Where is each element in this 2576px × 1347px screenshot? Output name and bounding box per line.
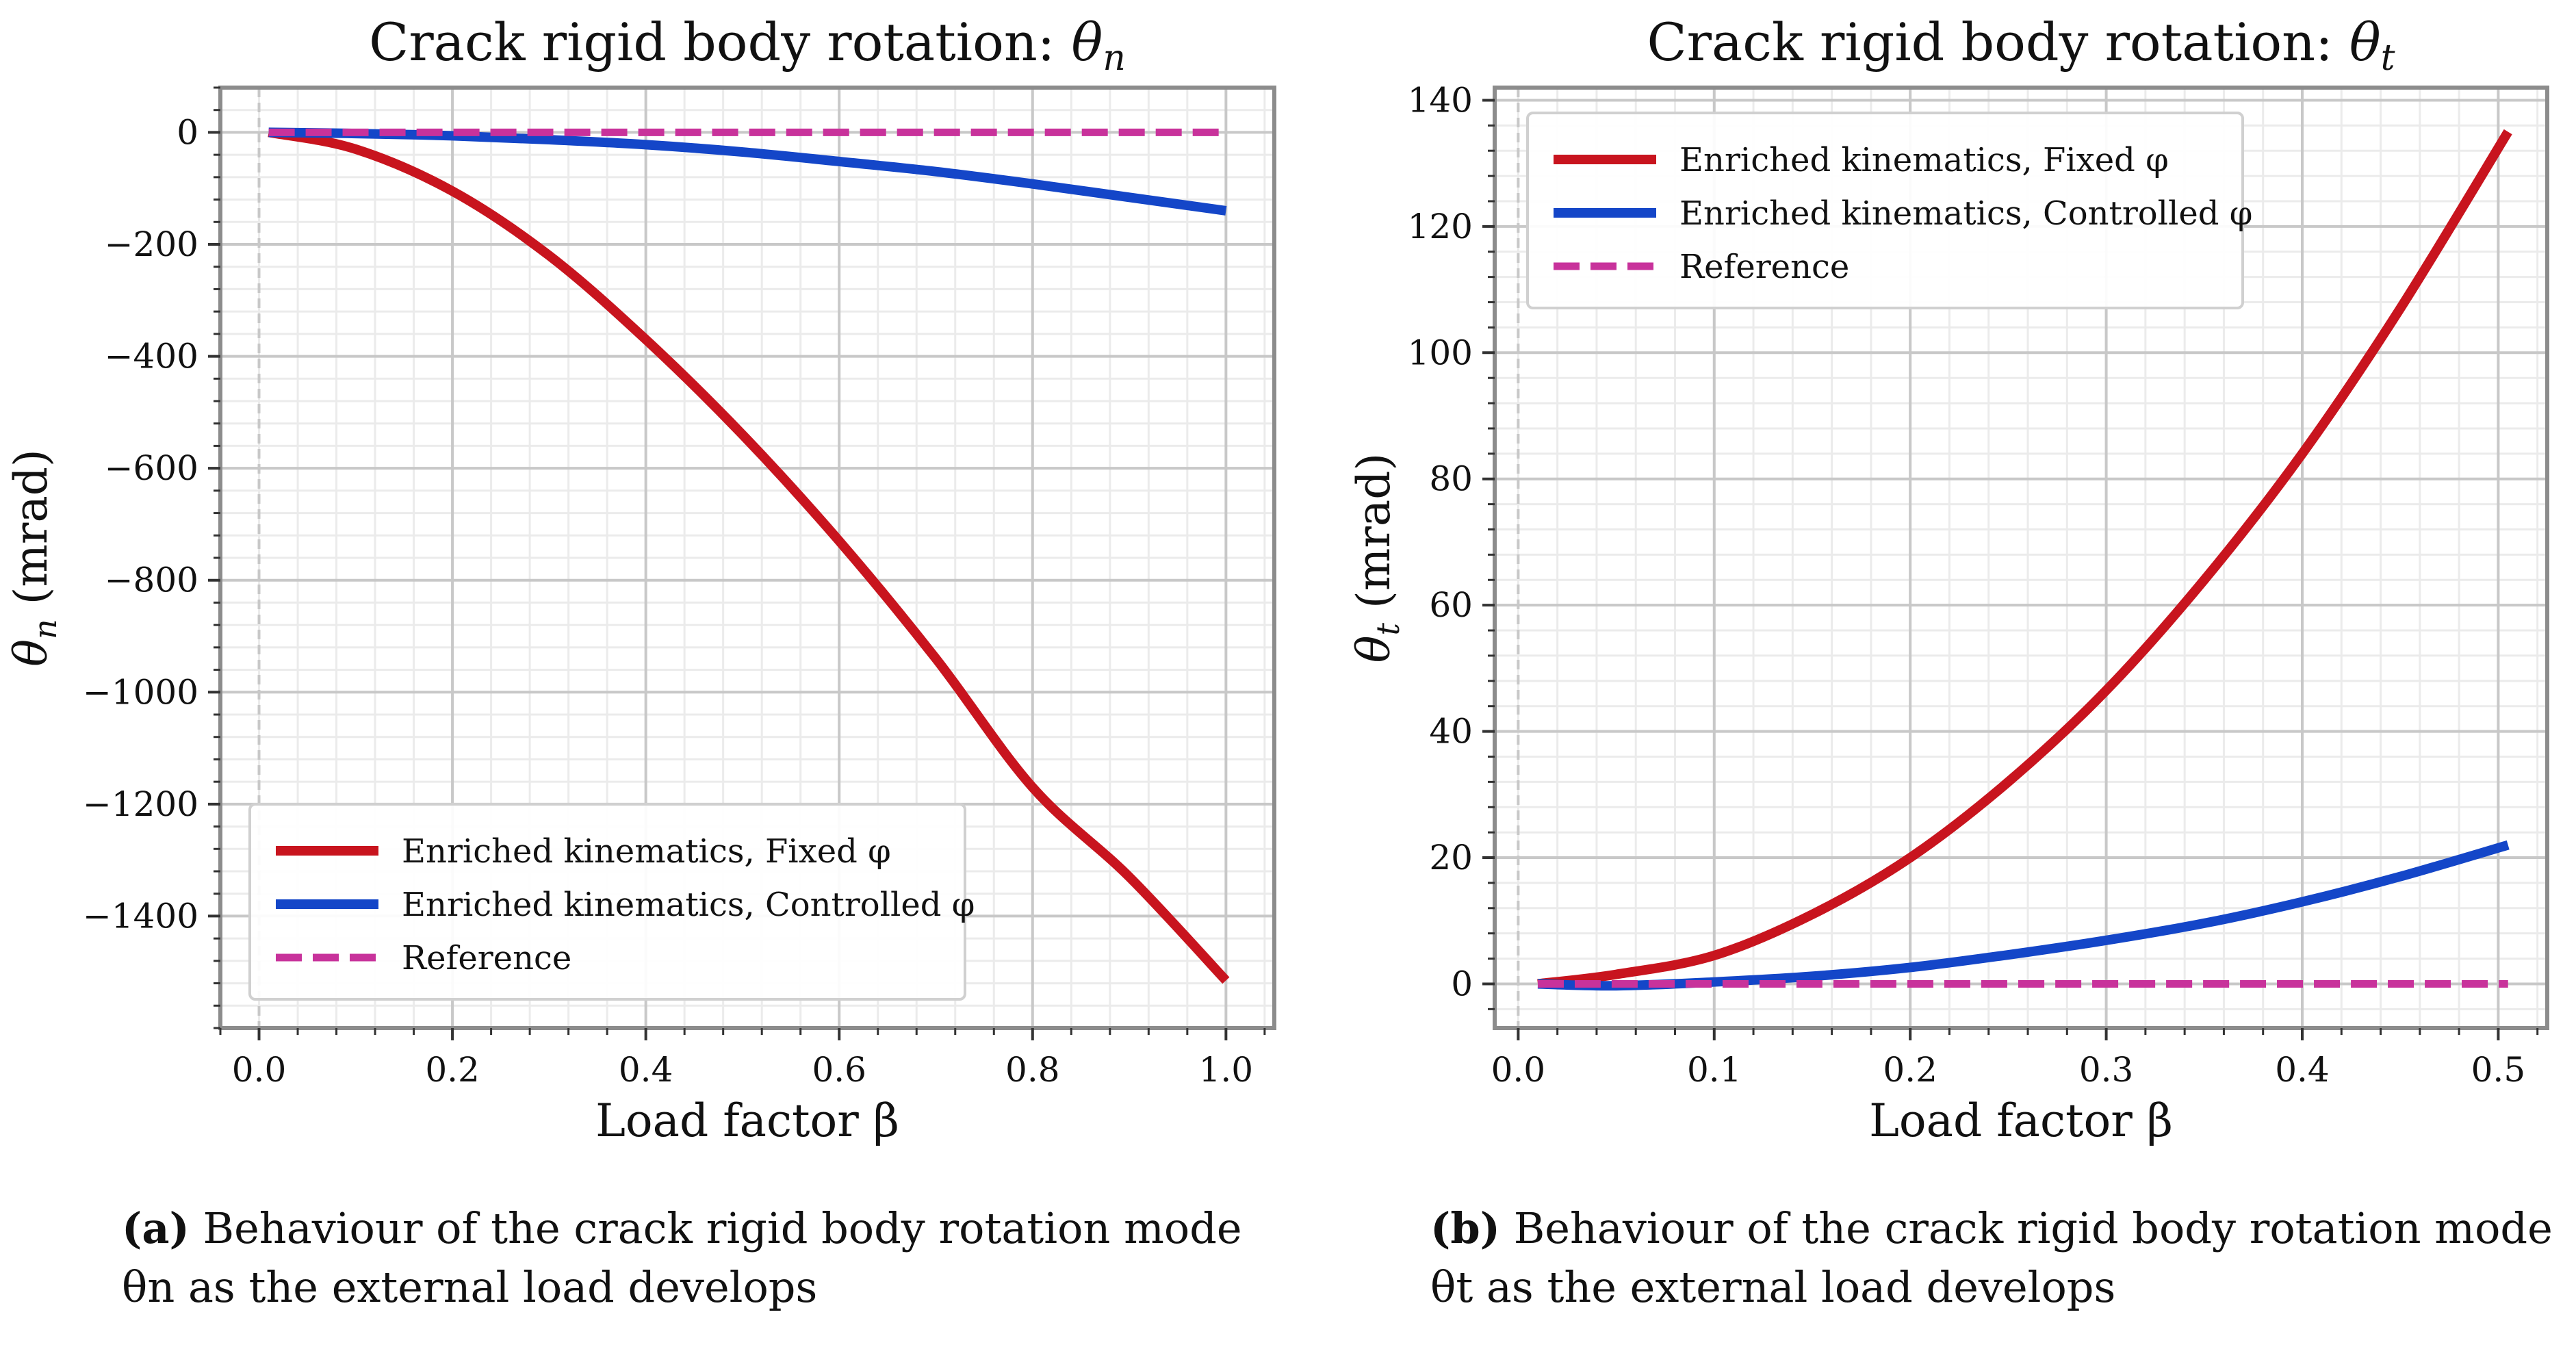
y-tick-label: −800 [105,561,198,600]
x-axis-label: Load factor β [1869,1094,2173,1147]
series-line-fixed [1537,129,2512,989]
y-axis-label: θt (mrad) [1348,453,1406,663]
chart-b: 0.0 0.1 0.2 0.3 0.4 0.5 0 20 40 60 80 100 120 140 Crac… [1348,12,2549,1147]
x-tick-label: 0.2 [425,1050,480,1090]
y-tick-label: −600 [105,448,198,488]
x-tick-label: 0.3 [2079,1050,2134,1090]
y-tick-label: 80 [1429,459,1473,499]
y-tick-label: 40 [1429,712,1473,752]
y-tick-label: −1400 [83,896,198,936]
legend-label-reference: Reference [1679,248,1849,286]
y-tick-label: −1200 [83,784,198,824]
y-tick-label: 60 [1429,585,1473,625]
caption-a-text: Behaviour of the crack rigid body rotati… [122,1203,1242,1312]
y-tick-label: 0 [177,112,198,152]
x-tick-label: 0.2 [1883,1050,1937,1090]
legend-box [1526,112,2244,309]
x-tick-label: 0.4 [2275,1050,2330,1090]
ticks [208,86,1266,1040]
caption-b: (b) Behaviour of the crack rigid body ro… [1430,1199,2566,1317]
caption-a: (a) Behaviour of the crack rigid body ro… [122,1199,1299,1317]
legend: Enriched kinematics, Fixed φ Enriched kin… [248,803,975,1001]
caption-b-label: (b) [1430,1203,1501,1253]
y-tick-label: 100 [1408,333,1473,372]
chart-title: Crack rigid body rotation: θt [1647,12,2395,79]
chart-title: Crack rigid body rotation: θn [369,12,1126,79]
legend-label-fixed: Enriched kinematics, Fixed φ [402,832,891,871]
y-tick-label: 20 [1429,838,1473,877]
plot-frame [1493,86,2549,1030]
y-axis-label: θn (mrad) [5,449,64,667]
x-tick-label: 0.4 [619,1050,673,1090]
x-tick-label: 0.6 [812,1050,866,1090]
caption-a-label: (a) [122,1203,190,1253]
y-tick-label: 0 [1451,964,1473,1003]
ticks [1482,99,2539,1040]
series-line-fixed [268,127,1230,984]
legend-label-controlled: Enriched kinematics, Controlled φ [402,886,975,924]
x-tick-label: 0.8 [1005,1050,1060,1090]
y-tick-label: −400 [105,337,198,376]
y-tick-label: 120 [1408,207,1473,246]
x-tick-label: 1.0 [1199,1050,1254,1090]
legend-label-fixed: Enriched kinematics, Fixed φ [1679,141,2169,179]
x-tick-label: 0.5 [2471,1050,2526,1090]
chart-a: 0.0 0.2 0.4 0.6 0.8 1.0 0 −200 −400 −600 −800 −1000… [5,12,1276,1147]
y-tick-label: −200 [105,224,198,264]
legend: Enriched kinematics, Fixed φ Enriched kin… [1526,112,2252,309]
caption-b-text: Behaviour of the crack rigid body rotati… [1430,1203,2553,1312]
legend-label-controlled: Enriched kinematics, Controlled φ [1679,194,2252,233]
x-tick-label: 0.0 [1491,1050,1546,1090]
legend-label-reference: Reference [402,939,571,977]
y-tick-label: −1000 [83,672,198,712]
y-tick-label: 140 [1408,80,1473,120]
legend-box [248,803,966,1001]
x-axis-label: Load factor β [595,1094,899,1147]
x-tick-label: 0.1 [1687,1050,1742,1090]
x-tick-label: 0.0 [232,1050,287,1090]
